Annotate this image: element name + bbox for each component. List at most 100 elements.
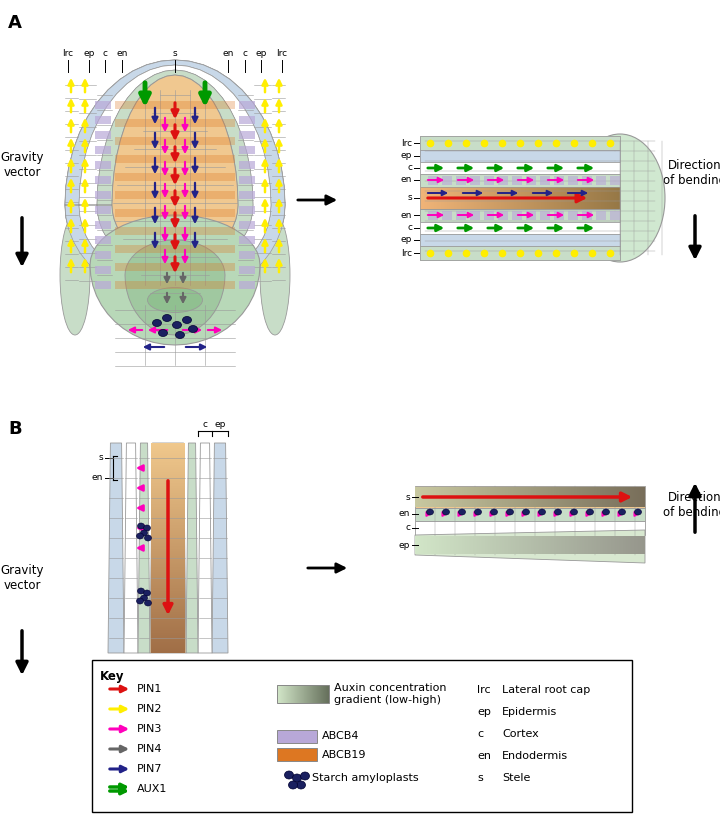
Bar bbox=[151, 567, 185, 568]
Bar bbox=[548, 487, 549, 507]
Ellipse shape bbox=[539, 509, 546, 515]
Bar bbox=[151, 545, 185, 546]
Bar bbox=[493, 487, 494, 507]
Bar bbox=[151, 459, 185, 460]
Bar bbox=[556, 487, 557, 507]
Bar bbox=[425, 487, 426, 507]
Bar bbox=[422, 187, 423, 209]
Bar bbox=[151, 564, 185, 565]
Bar bbox=[643, 487, 644, 507]
Bar bbox=[557, 487, 558, 507]
Bar bbox=[151, 495, 185, 496]
Bar bbox=[151, 499, 185, 500]
Bar bbox=[577, 536, 578, 554]
Bar bbox=[151, 450, 185, 451]
Bar bbox=[529, 187, 530, 209]
Bar bbox=[611, 487, 612, 507]
Bar bbox=[325, 685, 326, 703]
Bar bbox=[441, 187, 442, 209]
Bar bbox=[589, 187, 590, 209]
Bar bbox=[151, 646, 185, 647]
Text: en: en bbox=[399, 510, 410, 519]
Bar bbox=[428, 536, 429, 554]
Bar bbox=[479, 487, 480, 507]
Bar bbox=[553, 536, 554, 554]
Ellipse shape bbox=[158, 330, 168, 336]
Bar bbox=[151, 451, 185, 452]
Polygon shape bbox=[108, 443, 124, 653]
Bar bbox=[151, 520, 185, 521]
Bar bbox=[626, 487, 627, 507]
Bar bbox=[551, 187, 552, 209]
Bar bbox=[599, 187, 600, 209]
Bar bbox=[151, 481, 185, 482]
Text: ABCB19: ABCB19 bbox=[322, 750, 366, 760]
Bar bbox=[571, 487, 572, 507]
Bar bbox=[601, 487, 602, 507]
Bar bbox=[499, 536, 500, 554]
Bar bbox=[151, 616, 185, 617]
Bar bbox=[603, 487, 604, 507]
Bar bbox=[518, 187, 519, 209]
Bar bbox=[151, 579, 185, 580]
Bar bbox=[428, 211, 438, 220]
Bar bbox=[593, 536, 594, 554]
Bar bbox=[435, 536, 436, 554]
Bar bbox=[151, 644, 185, 645]
Bar bbox=[461, 487, 462, 507]
Bar bbox=[151, 452, 185, 453]
Bar bbox=[508, 536, 509, 554]
Bar bbox=[480, 487, 481, 507]
Bar bbox=[151, 565, 185, 566]
Bar bbox=[537, 187, 538, 209]
Bar bbox=[470, 176, 480, 185]
Bar bbox=[595, 536, 596, 554]
Bar bbox=[567, 187, 568, 209]
Bar bbox=[561, 536, 562, 554]
Bar bbox=[151, 548, 185, 549]
Bar bbox=[151, 606, 185, 607]
Bar bbox=[561, 187, 562, 209]
Bar bbox=[151, 497, 185, 498]
Text: ABCB4: ABCB4 bbox=[322, 731, 359, 741]
Bar bbox=[548, 187, 549, 209]
Bar bbox=[445, 187, 446, 209]
Bar bbox=[445, 536, 446, 554]
Bar bbox=[434, 187, 435, 209]
Bar bbox=[151, 518, 185, 519]
Bar bbox=[420, 174, 620, 187]
Bar bbox=[151, 592, 185, 593]
Bar bbox=[592, 487, 593, 507]
Bar bbox=[503, 187, 504, 209]
Bar bbox=[511, 187, 512, 209]
Bar bbox=[151, 645, 185, 646]
Bar bbox=[483, 487, 484, 507]
Bar bbox=[526, 536, 527, 554]
Bar bbox=[420, 162, 620, 174]
Bar bbox=[151, 460, 185, 461]
Bar bbox=[115, 155, 235, 163]
Bar bbox=[447, 536, 448, 554]
Ellipse shape bbox=[297, 781, 305, 789]
Bar bbox=[466, 536, 467, 554]
Bar bbox=[564, 487, 565, 507]
Bar bbox=[498, 176, 508, 185]
Bar bbox=[424, 187, 425, 209]
Bar bbox=[617, 536, 618, 554]
Bar bbox=[525, 487, 526, 507]
Bar bbox=[151, 461, 185, 462]
Bar bbox=[151, 627, 185, 628]
Bar bbox=[622, 487, 623, 507]
Ellipse shape bbox=[289, 781, 297, 789]
Bar bbox=[623, 487, 624, 507]
Bar bbox=[639, 487, 640, 507]
Bar bbox=[526, 187, 527, 209]
Ellipse shape bbox=[163, 315, 171, 321]
Ellipse shape bbox=[143, 590, 150, 596]
Bar bbox=[521, 187, 522, 209]
Bar bbox=[239, 281, 255, 289]
Bar bbox=[628, 536, 629, 554]
Bar bbox=[591, 187, 592, 209]
Bar bbox=[443, 187, 444, 209]
Bar bbox=[528, 487, 529, 507]
